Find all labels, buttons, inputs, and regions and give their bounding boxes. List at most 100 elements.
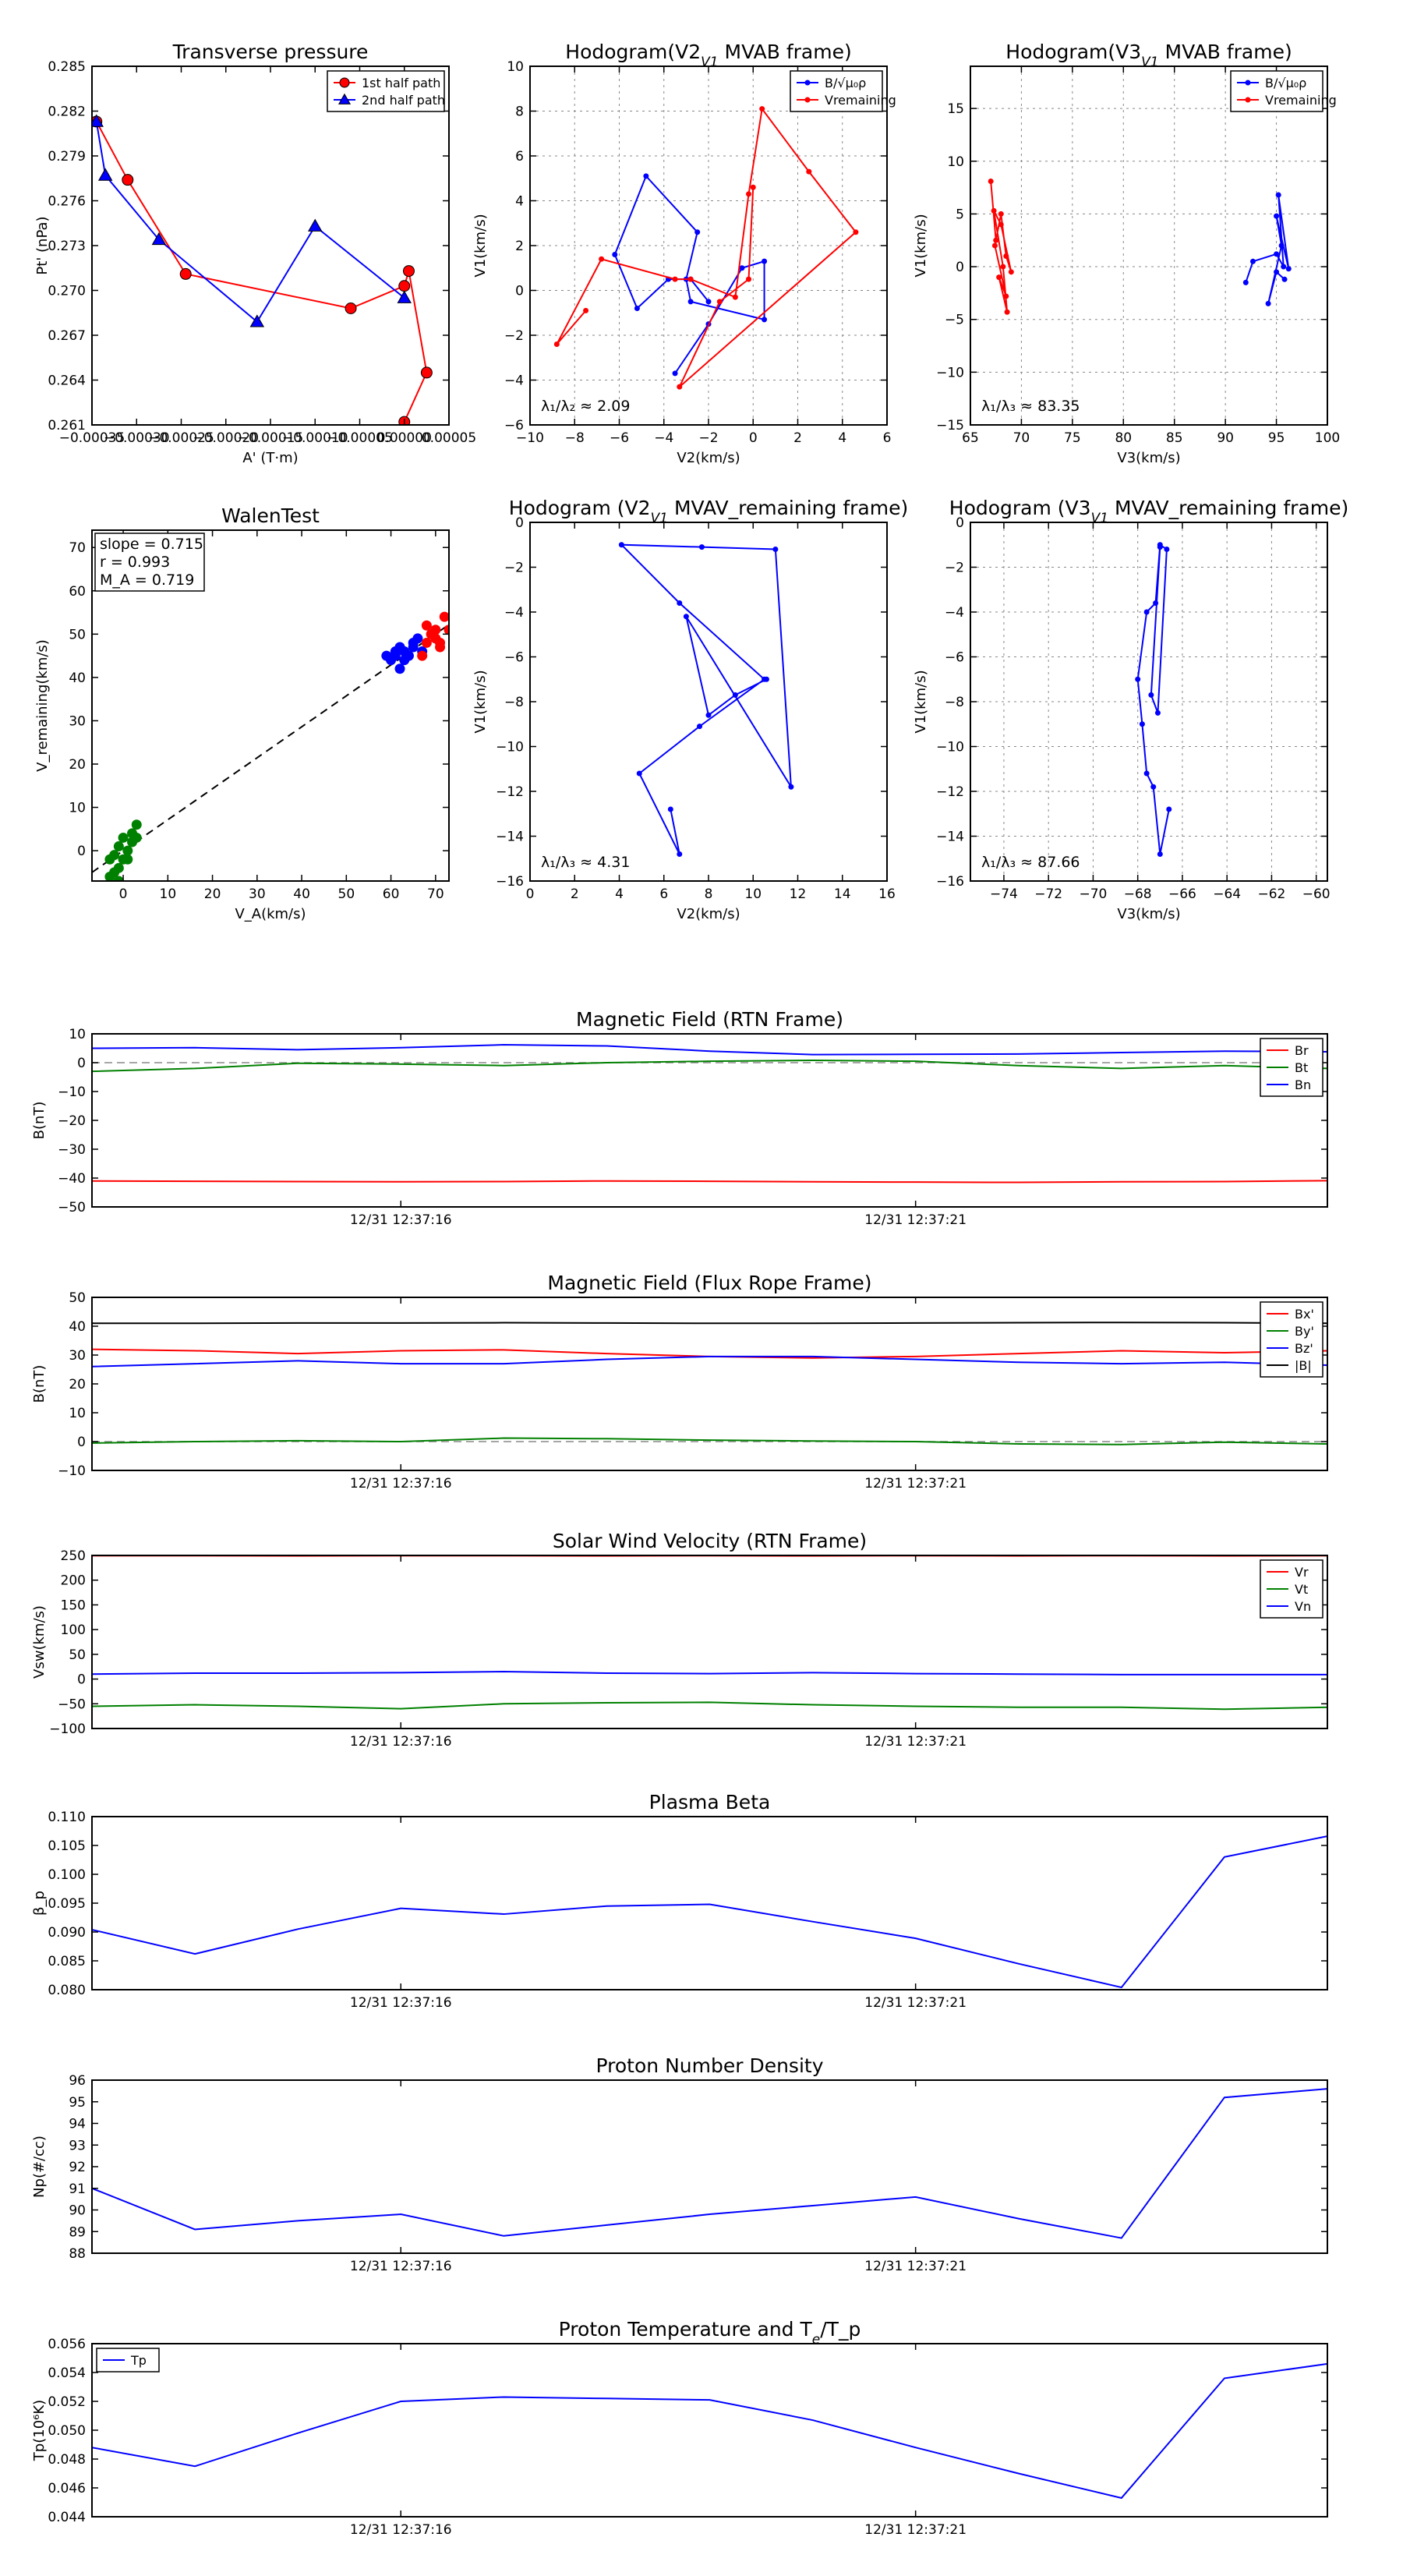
y-tick-label: −16 [496, 874, 524, 890]
data-point [706, 299, 712, 304]
y-tick-label: 5 [956, 207, 964, 222]
y-tick-label: −14 [496, 830, 524, 845]
data-point [991, 208, 997, 214]
data-point [634, 306, 640, 311]
scatter-point [422, 621, 432, 631]
x-tick-label: 12/31 12:37:21 [864, 2259, 967, 2274]
y-axis-label: V_remaining(km/s) [34, 639, 51, 772]
legend-label: 2nd half path [362, 93, 445, 108]
series-V [619, 542, 794, 857]
data-point [762, 317, 767, 322]
data-point [1144, 610, 1150, 615]
data-point [1003, 293, 1009, 299]
x-tick-label: 12/31 12:37:21 [864, 1476, 967, 1491]
plot-frame [970, 522, 1327, 881]
y-tick-label: 100 [61, 1622, 86, 1638]
y-tick-label: 40 [69, 671, 86, 686]
series-line [615, 176, 765, 373]
legend-label: Vremaining [1265, 93, 1337, 108]
y-tick-label: 0.095 [48, 1896, 86, 1912]
data-point [180, 268, 191, 279]
y-tick-label: 40 [69, 1319, 86, 1335]
data-point [688, 299, 694, 304]
x-tick-label: 50 [338, 886, 355, 902]
y-tick-label: 0.276 [48, 194, 86, 210]
legend: 1st half path 2nd half path [327, 71, 445, 111]
y-tick-label: −5 [945, 313, 964, 328]
y-tick-label: 30 [69, 1348, 86, 1364]
x-axis-label: V3(km/s) [1117, 450, 1180, 466]
y-tick-label: 0 [77, 1056, 86, 1071]
data-point [1000, 264, 1005, 270]
data-point [122, 175, 133, 186]
x-axis-label: V2(km/s) [677, 906, 740, 922]
data-point [699, 544, 705, 550]
data-point [1286, 266, 1292, 271]
y-axis-label: Vsw(km/s) [31, 1605, 48, 1679]
y-tick-label: 0.100 [48, 1867, 86, 1883]
y-tick-label: 0.085 [48, 1954, 86, 1969]
data-point [717, 299, 723, 304]
y-tick-label: −6 [945, 650, 964, 666]
series-|B| [92, 1322, 1327, 1323]
series-line [92, 2364, 1327, 2498]
chart-title: Plasma Beta [649, 1791, 771, 1813]
plot-frame [530, 66, 887, 425]
data-point [677, 851, 682, 857]
data-point [1005, 310, 1010, 315]
y-tick-label: 0.285 [48, 59, 86, 75]
y-axis-label: V1(km/s) [913, 214, 929, 277]
data-point [677, 384, 682, 390]
legend-label: Bn [1295, 1077, 1311, 1092]
legend-label: 1st half path [362, 76, 440, 90]
data-point [992, 243, 998, 249]
x-tick-label: 90 [1217, 430, 1234, 446]
x-tick-label: 0 [749, 430, 758, 446]
series-line [92, 2089, 1327, 2238]
y-tick-label: 0 [77, 844, 86, 859]
chart-title: Proton Number Density [596, 2054, 824, 2077]
y-tick-label: −100 [49, 1721, 86, 1737]
series-line [557, 109, 856, 387]
y-tick-label: −8 [945, 695, 964, 710]
y-tick-label: 2 [515, 239, 524, 254]
y-tick-label: −4 [504, 373, 524, 389]
y-tick-label: −14 [936, 830, 964, 845]
chart-hodogram-v3v1-mvav: −74−72−70−68−66−64−62−60−16−14−12−10−8−6… [913, 497, 1348, 922]
x-tick-label: −4 [654, 430, 673, 446]
chart-title: Magnetic Field (RTN Frame) [576, 1008, 843, 1031]
x-tick-label: 95 [1268, 430, 1285, 446]
data-point [1266, 301, 1271, 306]
data-point [988, 179, 994, 184]
y-tick-label: 90 [69, 2203, 86, 2219]
data-point [759, 106, 765, 111]
y-tick-label: −12 [936, 784, 964, 800]
legend-label: Bz' [1295, 1341, 1313, 1356]
x-tick-label: 85 [1166, 430, 1183, 446]
y-tick-label: −50 [58, 1200, 86, 1215]
y-tick-label: 15 [947, 101, 964, 117]
y-tick-label: 91 [69, 2181, 86, 2197]
y-tick-label: 0.048 [48, 2452, 86, 2468]
data-point [998, 211, 1004, 217]
legend: Bx'By'Bz'|B| [1260, 1302, 1323, 1377]
data-point [643, 173, 648, 179]
data-point [996, 274, 1002, 280]
scatter-point [122, 846, 133, 856]
x-axis-label: V_A(km/s) [235, 906, 306, 922]
series-Bn [92, 1045, 1327, 1055]
x-tick-label: 12/31 12:37:16 [350, 1995, 452, 2011]
y-tick-label: −10 [58, 1463, 86, 1479]
x-tick-label: 4 [615, 886, 624, 902]
data-point [1135, 677, 1140, 682]
y-tick-label: 0.267 [48, 328, 86, 344]
x-tick-label: 10 [160, 886, 177, 902]
series-Vn [92, 1672, 1327, 1675]
y-axis-label: B(nT) [31, 1365, 48, 1403]
y-tick-label: −50 [58, 1697, 86, 1712]
data-point [309, 220, 322, 232]
y-tick-label: 0.279 [48, 149, 86, 165]
scatter-point [391, 651, 401, 661]
data-point [746, 191, 751, 196]
